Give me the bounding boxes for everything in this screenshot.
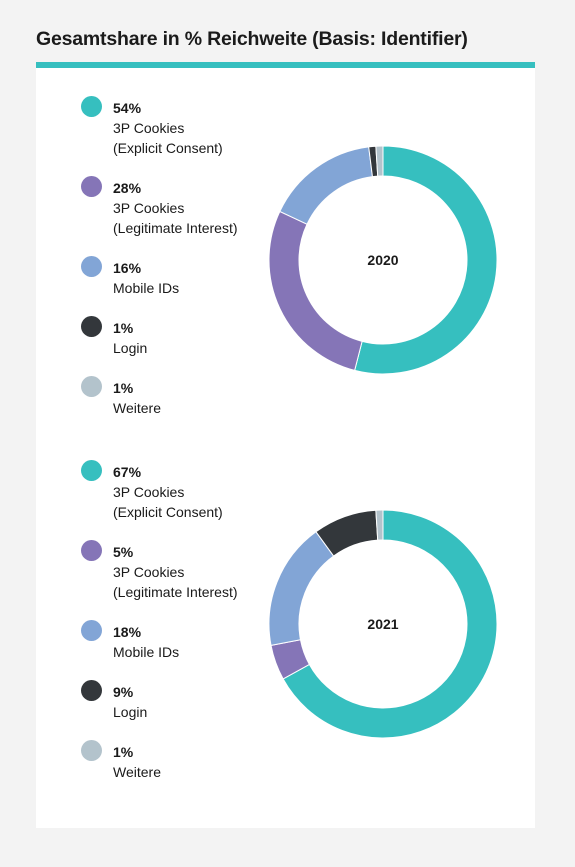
legend-label-line2: (Legitimate Interest): [113, 220, 238, 236]
legend-label: Login: [113, 704, 148, 720]
title-underline: [36, 62, 535, 68]
legend-percentage: 18%: [113, 624, 142, 640]
legend-label: Mobile IDs: [113, 280, 180, 296]
legend-label: Weitere: [113, 400, 161, 416]
legend-text: 28% 3P Cookies (Legitimate Interest): [113, 178, 238, 238]
chart-panel-2021: 67% 3P Cookies (Explicit Consent) 5% 3P Cook…: [36, 432, 535, 792]
legend-percentage: 1%: [113, 744, 134, 760]
legend-swatch: [81, 176, 102, 197]
donut-svg-2020: [268, 145, 498, 375]
legend-item: 16% Mobile IDs: [81, 256, 281, 316]
legend-2020: 54% 3P Cookies (Explicit Consent) 28% 3P Coo…: [81, 96, 281, 436]
donut-chart-2020: 2020: [268, 145, 498, 375]
legend-text: 5% 3P Cookies (Legitimate Interest): [113, 542, 238, 602]
legend-text: 1% Weitere: [113, 742, 161, 782]
legend-swatch: [81, 680, 102, 701]
donut-slice: [279, 146, 374, 225]
legend-item: 1% Login: [81, 316, 281, 376]
legend-label-line2: (Explicit Consent): [113, 504, 223, 520]
legend-item: 1% Weitere: [81, 740, 281, 800]
donut-slice: [268, 531, 335, 646]
legend-item: 18% Mobile IDs: [81, 620, 281, 680]
legend-percentage: 54%: [113, 100, 142, 116]
donut-slice: [354, 145, 498, 375]
donut-slice: [375, 509, 384, 541]
legend-swatch: [81, 256, 102, 277]
donut-slice: [268, 210, 363, 372]
legend-item: 9% Login: [81, 680, 281, 740]
legend-swatch: [81, 620, 102, 641]
legend-swatch: [81, 460, 102, 481]
legend-label-line2: (Explicit Consent): [113, 140, 223, 156]
legend-label: 3P Cookies: [113, 120, 185, 136]
legend-text: 18% Mobile IDs: [113, 622, 179, 662]
legend-text: 67% 3P Cookies (Explicit Consent): [113, 462, 223, 522]
donut-slice: [375, 145, 384, 177]
legend-label: Mobile IDs: [113, 644, 180, 660]
legend-text: 1% Weitere: [113, 378, 161, 418]
legend-text: 9% Login: [113, 682, 147, 722]
legend-item: 28% 3P Cookies (Legitimate Interest): [81, 176, 281, 256]
legend-percentage: 67%: [113, 464, 142, 480]
legend-percentage: 1%: [113, 380, 134, 396]
legend-text: 1% Login: [113, 318, 147, 358]
legend-text: 16% Mobile IDs: [113, 258, 179, 298]
legend-label: Login: [113, 340, 148, 356]
legend-label: 3P Cookies: [113, 200, 185, 216]
legend-percentage: 1%: [113, 320, 134, 336]
legend-swatch: [81, 376, 102, 397]
legend-item: 5% 3P Cookies (Legitimate Interest): [81, 540, 281, 620]
legend-swatch: [81, 740, 102, 761]
legend-swatch: [81, 96, 102, 117]
donut-slice: [282, 509, 498, 739]
donut-svg-2021: [268, 509, 498, 739]
legend-percentage: 5%: [113, 544, 134, 560]
legend-label: 3P Cookies: [113, 484, 185, 500]
legend-label: Weitere: [113, 764, 161, 780]
legend-swatch: [81, 540, 102, 561]
legend-label-line2: (Legitimate Interest): [113, 584, 238, 600]
legend-2021: 67% 3P Cookies (Explicit Consent) 5% 3P Cook…: [81, 460, 281, 800]
chart-title: Gesamtshare in % Reichweite (Basis: Iden…: [36, 28, 468, 50]
legend-item: 1% Weitere: [81, 376, 281, 436]
chart-panel-2020: 54% 3P Cookies (Explicit Consent) 28% 3P Coo…: [36, 68, 535, 428]
legend-percentage: 28%: [113, 180, 142, 196]
legend-item: 54% 3P Cookies (Explicit Consent): [81, 96, 281, 176]
legend-text: 54% 3P Cookies (Explicit Consent): [113, 98, 223, 158]
donut-chart-2021: 2021: [268, 509, 498, 739]
legend-item: 67% 3P Cookies (Explicit Consent): [81, 460, 281, 540]
legend-percentage: 9%: [113, 684, 134, 700]
legend-label: 3P Cookies: [113, 564, 185, 580]
legend-swatch: [81, 316, 102, 337]
legend-percentage: 16%: [113, 260, 142, 276]
